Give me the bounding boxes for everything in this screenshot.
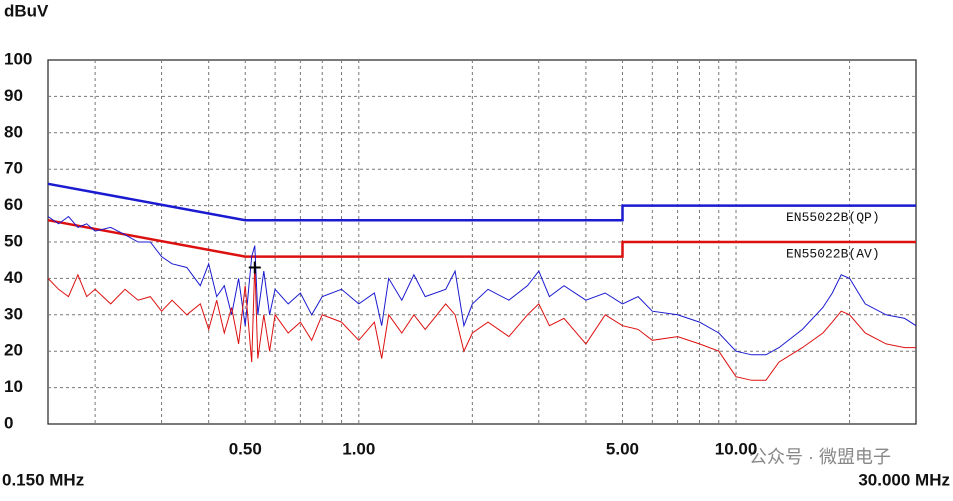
x-tick-label: 0.150 MHz <box>2 470 84 489</box>
y-tick-label: 30 <box>4 304 23 323</box>
x-tick-label: 30.000 MHz <box>858 470 950 489</box>
y-tick-label: 100 <box>4 49 32 68</box>
limit-line <box>47 218 916 258</box>
x-tick-label: 10.00 <box>715 439 758 458</box>
trace <box>47 215 917 356</box>
y-tick-label: 40 <box>4 268 23 287</box>
y-tick-label: 70 <box>4 159 23 178</box>
x-tick-label: 1.00 <box>342 439 375 458</box>
y-axis-label: dBuV <box>4 1 49 20</box>
series-label: EN55022B(QP) <box>786 210 880 225</box>
limit-line <box>47 182 916 222</box>
watermark: 公众号 · 微盟电子 <box>749 447 891 467</box>
x-tick-label: 5.00 <box>606 439 639 458</box>
y-tick-label: 10 <box>4 377 23 396</box>
x-tick-label: 0.50 <box>229 439 262 458</box>
marker-cross <box>248 261 261 274</box>
y-tick-label: 80 <box>4 122 23 141</box>
series-label: EN55022B(AV) <box>786 246 880 261</box>
y-tick-label: 60 <box>4 195 23 214</box>
trace <box>47 263 916 381</box>
y-tick-label: 0 <box>4 413 13 432</box>
y-tick-label: 20 <box>4 341 23 360</box>
y-tick-label: 90 <box>4 86 23 105</box>
y-tick-label: 50 <box>4 231 23 250</box>
